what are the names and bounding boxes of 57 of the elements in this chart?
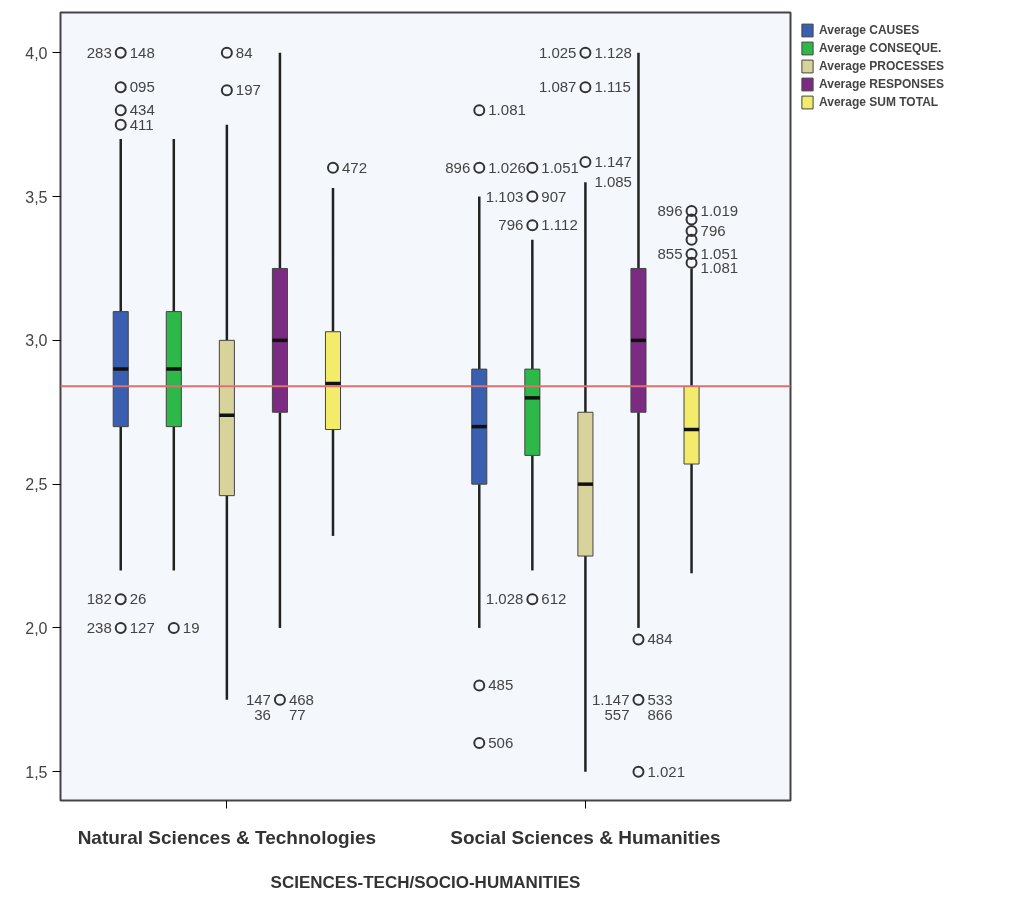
y-tick-label: 4,0 — [25, 44, 48, 62]
annotation: 896 — [445, 158, 471, 176]
annotation: 1.026 — [488, 158, 526, 176]
annotation: 283 — [86, 43, 112, 61]
annotation: 796 — [498, 216, 524, 234]
annotation: 127 — [129, 618, 155, 636]
annotation: 84 — [235, 43, 253, 61]
y-tick-label: 3,0 — [25, 332, 48, 350]
annotation: 19 — [182, 618, 200, 636]
annotation: 182 — [86, 590, 112, 608]
annotation: 796 — [700, 222, 726, 240]
annotation: 907 — [541, 187, 567, 205]
annotation: 1.028 — [485, 590, 524, 608]
annotation: 36 — [254, 705, 271, 723]
legend-label: Average PROCESSES — [819, 59, 944, 73]
annotation: 1.085 — [594, 173, 632, 191]
annotation: 1.112 — [541, 216, 578, 234]
annotation: 896 — [657, 201, 683, 219]
annotation: 1.081 — [488, 101, 526, 119]
y-tick-label: 1,5 — [25, 763, 48, 781]
annotation: 468 — [288, 690, 314, 708]
annotation: 472 — [342, 158, 368, 176]
annotation: 095 — [129, 78, 155, 96]
annotation: 148 — [129, 43, 155, 61]
annotation: 855 — [657, 245, 683, 263]
annotation: 557 — [604, 705, 630, 723]
legend-label: Average RESPONSES — [819, 77, 944, 91]
annotation: 26 — [129, 590, 147, 608]
annotation: 1.147 — [591, 690, 630, 708]
x-axis-title: SCIENCES-TECH/SOCIO-HUMANITIES — [270, 872, 581, 892]
annotation: 484 — [647, 630, 673, 648]
y-tick-label: 2,5 — [25, 476, 48, 494]
annotation: 1.019 — [700, 201, 739, 219]
annotation: 485 — [488, 676, 514, 694]
annotation: 238 — [86, 618, 112, 636]
annotation: 1.021 — [647, 762, 686, 780]
legend-label: Average CAUSES — [819, 23, 920, 37]
annotation: 1.051 — [541, 158, 579, 176]
annotation: 1.128 — [594, 43, 632, 61]
x-tick-label: Social Sciences & Humanities — [450, 826, 721, 848]
annotation: 197 — [235, 81, 261, 99]
annotation: 77 — [288, 705, 306, 723]
annotation: 1.115 — [594, 78, 631, 96]
annotation: 533 — [647, 690, 673, 708]
annotation: 1.087 — [538, 78, 577, 96]
annotation: 1.025 — [538, 43, 577, 61]
y-tick-label: 3,5 — [25, 188, 48, 206]
x-tick-label: Natural Sciences & Technologies — [77, 826, 377, 848]
annotation: 147 — [245, 690, 271, 708]
annotation: 1.103 — [485, 187, 524, 205]
annotation: 612 — [541, 590, 567, 608]
y-tick-label: 2,0 — [25, 619, 48, 637]
annotation: 866 — [647, 705, 673, 723]
legend-label: Average SUM TOTAL — [819, 95, 939, 109]
legend-label: Average CONSEQUE. — [819, 41, 942, 55]
annotation: 506 — [488, 733, 514, 751]
annotation: 1.147 — [594, 153, 632, 171]
